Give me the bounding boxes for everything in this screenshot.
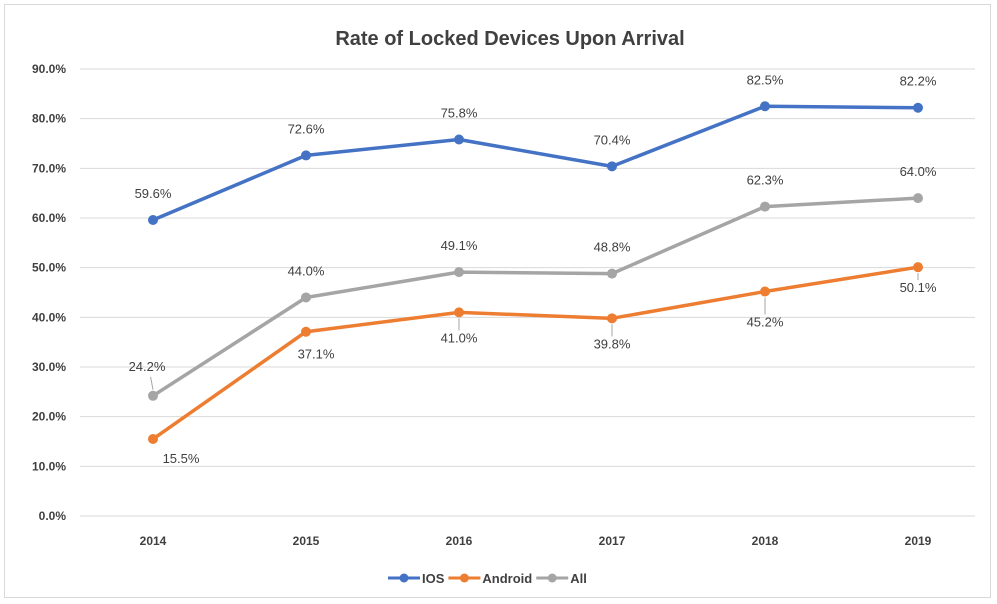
data-label-android: 41.0% <box>441 330 478 345</box>
legend-marker <box>459 573 469 583</box>
data-label-all: 48.8% <box>594 240 631 255</box>
y-tick-label: 30.0% <box>32 360 66 374</box>
data-point-android <box>913 262 923 273</box>
y-tick-label: 0.0% <box>39 509 67 523</box>
data-label-all: 44.0% <box>288 263 325 278</box>
data-point-android <box>607 313 617 324</box>
y-tick-label: 90.0% <box>32 62 66 76</box>
data-point-ios <box>454 134 464 145</box>
legend-item-ios: IOS <box>388 571 445 586</box>
x-tick-label: 2017 <box>599 534 626 548</box>
data-point-all <box>454 267 464 278</box>
y-tick-label: 40.0% <box>32 310 66 324</box>
y-tick-label: 60.0% <box>32 211 66 225</box>
data-point-all <box>301 292 311 303</box>
series-line-all <box>151 196 920 398</box>
data-label-android: 37.1% <box>298 347 335 362</box>
data-label-android: 50.1% <box>900 280 937 295</box>
data-point-all <box>148 390 158 401</box>
data-point-android <box>301 326 311 337</box>
data-point-ios <box>607 161 617 172</box>
x-tick-label: 2016 <box>446 534 473 548</box>
data-label-android: 45.2% <box>747 315 784 330</box>
legend-label: Android <box>482 571 532 586</box>
data-label-ios: 82.2% <box>900 74 937 89</box>
data-label-android: 15.5% <box>163 451 200 466</box>
data-label-all: 64.0% <box>900 164 937 179</box>
data-label-all: 49.1% <box>441 238 478 253</box>
y-tick-label: 10.0% <box>32 459 66 473</box>
data-label-ios: 72.6% <box>288 121 325 136</box>
line-chart: Rate of Locked Devices Upon Arrival 0.0%… <box>32 28 975 586</box>
data-point-all <box>913 193 923 204</box>
x-tick-label: 2019 <box>905 534 932 548</box>
data-label-android: 39.8% <box>594 336 631 351</box>
label-leader <box>150 376 154 390</box>
data-label-all: 62.3% <box>747 173 784 188</box>
data-label-ios: 82.5% <box>747 72 784 87</box>
series-line-android <box>151 265 920 441</box>
data-point-android <box>454 307 464 318</box>
y-tick-label: 70.0% <box>32 161 66 175</box>
y-tick-label: 80.0% <box>32 112 66 126</box>
chart-title: Rate of Locked Devices Upon Arrival <box>335 28 684 50</box>
data-label-ios: 59.6% <box>135 186 172 201</box>
x-tick-label: 2014 <box>140 534 167 548</box>
data-label-all: 24.2% <box>129 359 166 374</box>
series-line-ios <box>151 104 920 222</box>
data-point-android <box>148 434 158 445</box>
legend-item-all: All <box>536 571 587 586</box>
chart-frame: Rate of Locked Devices Upon Arrival 0.0%… <box>4 4 991 598</box>
data-point-ios <box>760 101 770 112</box>
legend-marker <box>547 573 557 583</box>
data-label-ios: 75.8% <box>441 106 478 121</box>
legend-marker <box>399 573 409 583</box>
y-tick-label: 50.0% <box>32 261 66 275</box>
x-tick-label: 2018 <box>752 534 779 548</box>
data-point-all <box>760 201 770 212</box>
data-point-android <box>760 286 770 297</box>
legend-item-android: Android <box>448 571 532 586</box>
x-tick-label: 2015 <box>293 534 320 548</box>
legend-label: All <box>570 571 587 586</box>
data-point-ios <box>913 102 923 113</box>
data-point-all <box>607 268 617 279</box>
data-label-ios: 70.4% <box>594 132 631 147</box>
y-tick-label: 20.0% <box>32 410 66 424</box>
data-point-ios <box>301 150 311 161</box>
legend-label: IOS <box>422 571 445 586</box>
data-point-ios <box>148 214 158 225</box>
